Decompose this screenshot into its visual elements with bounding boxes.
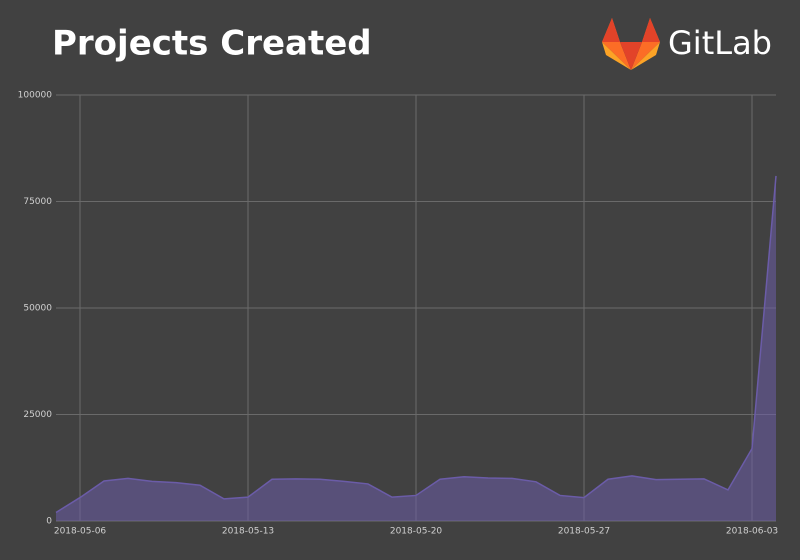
logo-text: GitLab bbox=[668, 24, 772, 62]
y-tick-label: 25000 bbox=[23, 410, 52, 420]
y-tick-label: 0 bbox=[46, 517, 52, 527]
y-tick-label: 100000 bbox=[18, 91, 53, 101]
chart-title: Projects Created bbox=[52, 24, 372, 64]
y-tick-label: 50000 bbox=[23, 304, 52, 314]
x-tick-label: 2018-05-20 bbox=[390, 527, 443, 537]
x-tick-label: 2018-06-03 bbox=[726, 527, 778, 537]
area-line bbox=[55, 175, 777, 514]
area-fill bbox=[56, 175, 776, 521]
y-tick-label: 75000 bbox=[23, 197, 52, 207]
x-tick-label: 2018-05-13 bbox=[222, 527, 274, 537]
gitlab-fox bbox=[602, 18, 660, 70]
x-tick-label: 2018-05-27 bbox=[558, 527, 610, 537]
x-tick-label: 2018-05-06 bbox=[54, 527, 107, 537]
